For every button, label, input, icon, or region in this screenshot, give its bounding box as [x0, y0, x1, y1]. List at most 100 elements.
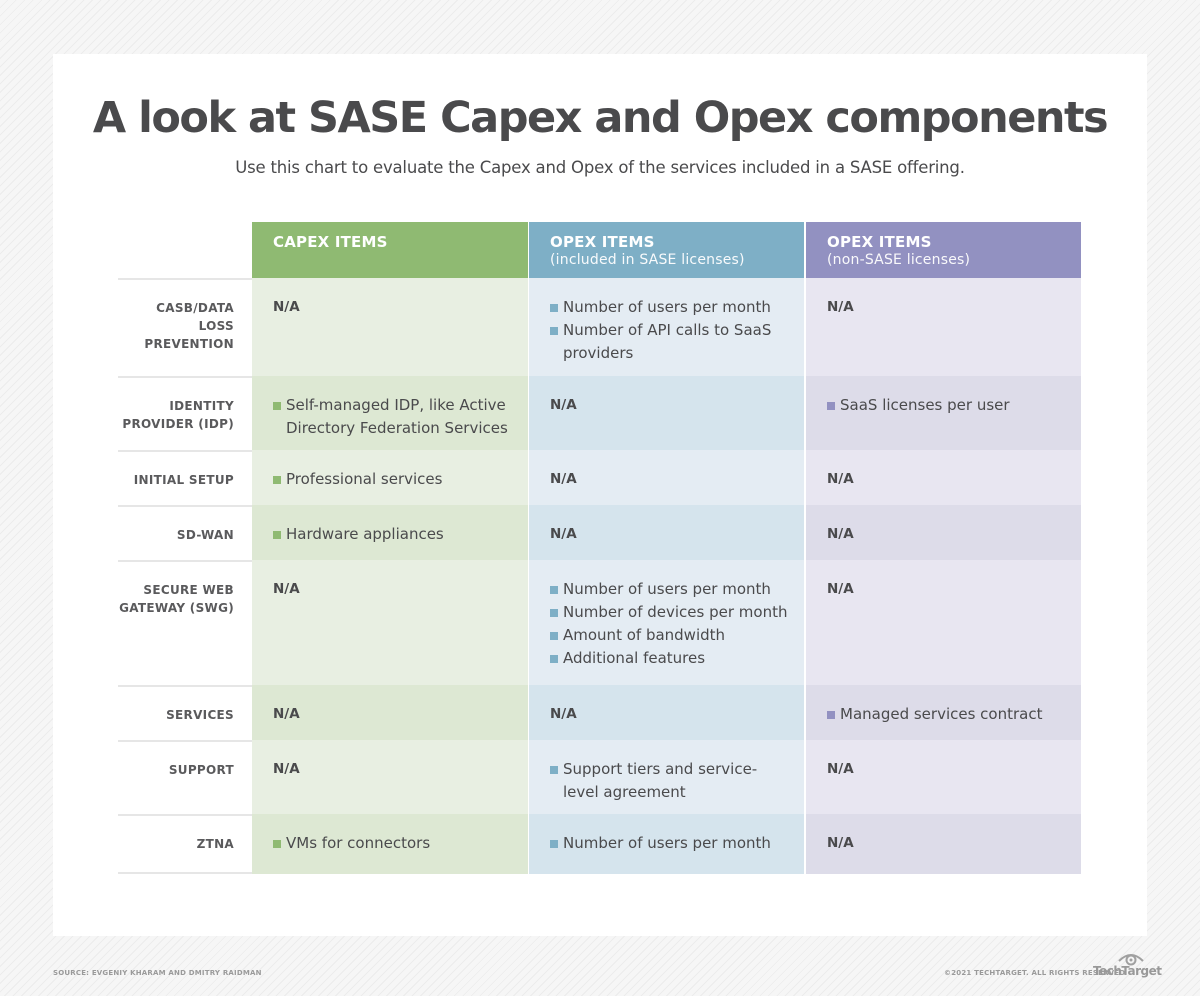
square-bullet-icon: [550, 586, 558, 594]
list-item: VMs for connectors: [273, 832, 516, 855]
row-label: CASB/DATA LOSS PREVENTION: [118, 278, 252, 376]
not-applicable-text: N/A: [827, 526, 854, 542]
square-bullet-icon: [827, 711, 835, 719]
row-label: INITIAL SETUP: [118, 450, 252, 505]
list-item: Hardware appliances: [273, 523, 516, 546]
list-item-text: VMs for connectors: [286, 834, 431, 852]
square-bullet-icon: [550, 840, 558, 848]
row-label: IDENTITY PROVIDER (IDP): [118, 376, 252, 450]
cell-opex-sase: N/A: [529, 450, 804, 505]
square-bullet-icon: [550, 766, 558, 774]
not-applicable-text: N/A: [550, 706, 577, 722]
list-item: Professional services: [273, 468, 516, 491]
list-item: Number of devices per month: [550, 601, 792, 624]
list-item-text: Number of devices per month: [563, 603, 788, 621]
square-bullet-icon: [273, 476, 281, 484]
cell-opex-nonsase: SaaS licenses per user: [806, 376, 1081, 450]
list-item-text: Hardware appliances: [286, 525, 444, 543]
list-item-text: Additional features: [563, 649, 706, 667]
cell-opex-nonsase: Managed services contract: [806, 685, 1081, 740]
table-row: IDENTITY PROVIDER (IDP) Self-managed IDP,…: [118, 376, 1081, 450]
row-label: SECURE WEB GATEWAY (SWG): [118, 560, 252, 685]
cell-capex: N/A: [252, 740, 528, 814]
cell-opex-nonsase: N/A: [806, 450, 1081, 505]
list-item: Number of users per month: [550, 832, 792, 855]
cell-capex: N/A: [252, 560, 528, 685]
not-applicable-text: N/A: [550, 397, 577, 413]
row-label: SUPPORT: [118, 740, 252, 814]
square-bullet-icon: [273, 840, 281, 848]
list-item-text: Number of API calls to SaaS providers: [563, 321, 772, 362]
list-item: Additional features: [550, 647, 792, 670]
table-header-row: CAPEX ITEMS OPEX ITEMS (included in SASE…: [118, 222, 1081, 278]
cell-opex-nonsase: N/A: [806, 814, 1081, 874]
square-bullet-icon: [550, 655, 558, 663]
list-item: SaaS licenses per user: [827, 394, 1069, 417]
not-applicable-text: N/A: [827, 299, 854, 315]
list-item-text: Managed services contract: [840, 705, 1043, 723]
cell-opex-nonsase: N/A: [806, 560, 1081, 685]
list-item-text: Amount of bandwidth: [563, 626, 726, 644]
square-bullet-icon: [827, 402, 835, 410]
table-row: CASB/DATA LOSS PREVENTION N/A Number of us…: [118, 278, 1081, 376]
table-row: ZTNA VMs for connectors Number of users pe…: [118, 814, 1081, 874]
cell-capex: Hardware appliances: [252, 505, 528, 560]
header-opex-nonsase-title: OPEX ITEMS: [827, 233, 932, 251]
cell-opex-nonsase: N/A: [806, 278, 1081, 376]
cell-opex-nonsase: N/A: [806, 505, 1081, 560]
table-row: SUPPORT N/A Support tiers and service-leve…: [118, 740, 1081, 814]
square-bullet-icon: [550, 304, 558, 312]
list-item: Managed services contract: [827, 703, 1069, 726]
techtarget-logo: TechTarget: [1093, 952, 1162, 980]
list-item: Number of users per month: [550, 296, 792, 319]
not-applicable-text: N/A: [827, 835, 854, 851]
cell-capex: N/A: [252, 278, 528, 376]
cell-capex: Self-managed IDP, like Active Directory …: [252, 376, 528, 450]
not-applicable-text: N/A: [827, 761, 854, 777]
table-row: SERVICES N/A N/A Managed services contract: [118, 685, 1081, 740]
not-applicable-text: N/A: [273, 706, 300, 722]
cell-opex-sase: Number of users per month Number of API c…: [529, 278, 804, 376]
list-item-text: Support tiers and service-level agreemen…: [563, 760, 758, 801]
row-label: ZTNA: [118, 814, 252, 874]
list-item-text: SaaS licenses per user: [840, 396, 1010, 414]
row-label: SD-WAN: [118, 505, 252, 560]
list-item-text: Number of users per month: [563, 580, 771, 598]
header-opex-sase-subtitle: (included in SASE licenses): [550, 252, 745, 268]
not-applicable-text: N/A: [827, 471, 854, 487]
square-bullet-icon: [273, 531, 281, 539]
page-title: A look at SASE Capex and Opex components: [92, 93, 1109, 143]
cell-capex: VMs for connectors: [252, 814, 528, 874]
row-label: SERVICES: [118, 685, 252, 740]
copyright-notice: ©2021 TECHTARGET. ALL RIGHTS RESERVED: [944, 969, 1126, 977]
not-applicable-text: N/A: [273, 761, 300, 777]
list-item: Number of API calls to SaaS providers: [550, 319, 792, 365]
header-capex: CAPEX ITEMS: [252, 222, 528, 278]
header-opex-sase: OPEX ITEMS (included in SASE licenses): [529, 222, 804, 278]
cell-capex: N/A: [252, 685, 528, 740]
cell-opex-nonsase: N/A: [806, 740, 1081, 814]
list-item-text: Number of users per month: [563, 834, 771, 852]
header-opex-nonsase-subtitle: (non-SASE licenses): [827, 252, 971, 268]
not-applicable-text: N/A: [273, 299, 300, 315]
cell-opex-sase: N/A: [529, 505, 804, 560]
table-row: INITIAL SETUP Professional services N/A N/A: [118, 450, 1081, 505]
not-applicable-text: N/A: [827, 581, 854, 597]
header-opex-sase-title: OPEX ITEMS: [550, 233, 655, 251]
square-bullet-icon: [550, 632, 558, 640]
cell-opex-sase: N/A: [529, 685, 804, 740]
list-item-text: Number of users per month: [563, 298, 771, 316]
cell-opex-sase: Support tiers and service-level agreemen…: [529, 740, 804, 814]
cell-opex-sase: Number of users per month Number of devic…: [529, 560, 804, 685]
list-item: Amount of bandwidth: [550, 624, 792, 647]
table-row: SD-WAN Hardware appliances N/A N/A: [118, 505, 1081, 560]
table-row: SECURE WEB GATEWAY (SWG) N/A Number of use…: [118, 560, 1081, 685]
list-item-text: Self-managed IDP, like Active Directory …: [286, 396, 508, 437]
list-item: Self-managed IDP, like Active Directory …: [273, 394, 516, 440]
logo-wordmark: TechTarget: [1093, 964, 1162, 978]
not-applicable-text: N/A: [550, 471, 577, 487]
not-applicable-text: N/A: [550, 526, 577, 542]
list-item: Support tiers and service-level agreemen…: [550, 758, 792, 804]
cell-opex-sase: N/A: [529, 376, 804, 450]
source-credit: SOURCE: EVGENIY KHARAM AND DMITRY RAIDMA…: [53, 969, 262, 977]
